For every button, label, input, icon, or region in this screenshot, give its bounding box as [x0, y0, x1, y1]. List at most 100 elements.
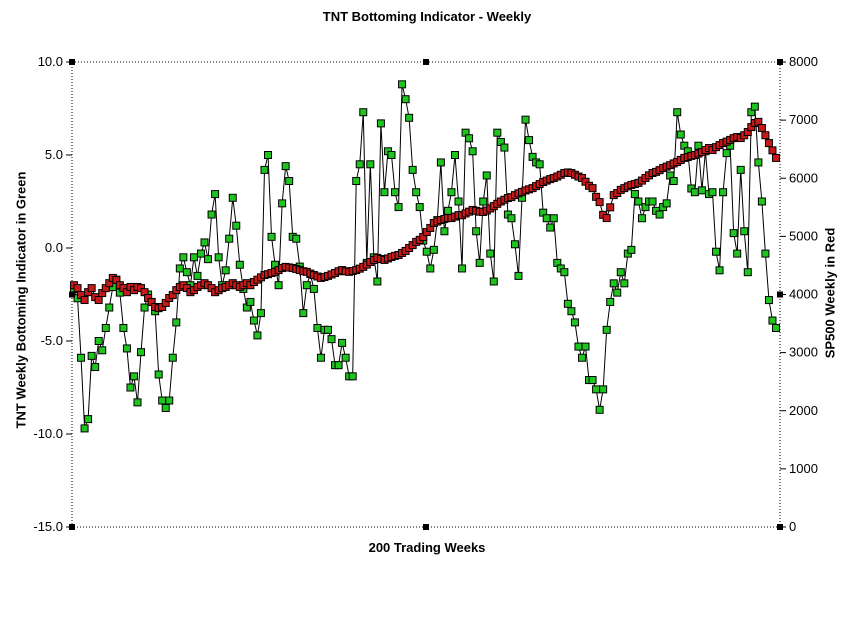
data-point-marker: [221, 266, 230, 275]
selection-handle[interactable]: [69, 59, 75, 65]
data-point-marker: [323, 325, 332, 334]
data-point-marker: [772, 323, 780, 332]
data-point-marker: [327, 335, 336, 344]
data-point-marker: [757, 197, 766, 206]
selection-handle[interactable]: [777, 59, 783, 65]
data-point-marker: [207, 210, 216, 219]
data-point-marker: [172, 318, 181, 327]
data-point-marker: [454, 197, 463, 206]
data-point-marker: [719, 188, 728, 197]
data-point-marker: [334, 361, 343, 370]
data-point-marker: [140, 303, 149, 312]
data-point-marker: [412, 188, 421, 197]
data-point-marker: [101, 323, 110, 332]
data-point-marker: [740, 227, 749, 236]
data-point-marker: [676, 130, 685, 139]
data-point-marker: [373, 277, 382, 286]
data-point-marker: [359, 108, 368, 117]
selection-handle[interactable]: [423, 524, 429, 530]
data-point-marker: [673, 108, 682, 117]
data-point-marker: [267, 232, 276, 241]
selection-handle[interactable]: [777, 291, 783, 298]
data-point-marker: [450, 151, 459, 159]
data-point-marker: [669, 177, 678, 186]
selection-handle[interactable]: [69, 291, 75, 298]
data-point-marker: [401, 95, 410, 104]
data-point-marker: [182, 268, 191, 277]
data-point-marker: [733, 249, 742, 258]
data-point-marker: [648, 197, 657, 206]
data-point-marker: [84, 415, 93, 424]
right-axis-tick-label: 2000: [789, 403, 818, 418]
tnt-green-series: [70, 80, 780, 433]
data-point-marker: [415, 203, 424, 212]
data-point-marker: [429, 245, 438, 254]
data-point-marker: [754, 158, 763, 167]
data-point-marker: [655, 210, 664, 219]
left-axis-tick-label: -5.0: [41, 333, 63, 348]
left-axis-tick-label: 5.0: [45, 147, 63, 162]
data-point-marker: [627, 245, 636, 254]
data-point-marker: [736, 165, 745, 174]
data-point-marker: [588, 184, 597, 193]
x-axis-title: 200 Trading Weeks: [368, 540, 486, 555]
data-point-marker: [458, 264, 467, 273]
data-point-marker: [133, 398, 142, 407]
data-point-marker: [443, 206, 452, 215]
data-point-marker: [535, 160, 544, 169]
data-point-marker: [577, 353, 586, 362]
data-point-marker: [426, 264, 435, 273]
data-point-marker: [73, 284, 82, 293]
data-point-marker: [165, 396, 174, 405]
data-point-marker: [87, 284, 96, 293]
data-point-marker: [204, 255, 213, 264]
data-point-marker: [158, 396, 167, 405]
data-point-marker: [228, 193, 237, 202]
data-point-marker: [472, 227, 481, 236]
data-point-marker: [126, 383, 135, 392]
data-point-marker: [408, 165, 417, 174]
data-point-marker: [630, 190, 639, 199]
data-point-marker: [398, 80, 407, 89]
selection-handle[interactable]: [423, 59, 429, 65]
data-point-marker: [588, 376, 597, 385]
data-point-marker: [764, 139, 773, 148]
right-axis-tick-label: 1000: [789, 461, 818, 476]
data-point-marker: [595, 405, 604, 414]
right-axis-tick-label: 5000: [789, 228, 818, 243]
selection-handle[interactable]: [777, 524, 783, 530]
data-point-marker: [235, 260, 244, 269]
data-point-marker: [129, 372, 138, 381]
data-point-marker: [602, 214, 611, 223]
data-point-marker: [712, 247, 721, 256]
data-point-marker: [722, 149, 731, 158]
data-point-marker: [542, 214, 551, 223]
data-point-marker: [214, 253, 223, 262]
data-point-marker: [761, 131, 770, 140]
data-point-marker: [154, 370, 163, 379]
data-point-marker: [574, 342, 583, 351]
data-point-marker: [91, 363, 100, 372]
data-point-marker: [715, 266, 724, 275]
left-axis-tick-label: -15.0: [33, 519, 63, 534]
left-axis-tick-label: -10.0: [33, 426, 63, 441]
data-point-marker: [313, 323, 322, 332]
right-axis-tick-label: 0: [789, 519, 796, 534]
data-point-marker: [348, 372, 357, 381]
data-point-marker: [761, 249, 770, 258]
data-point-marker: [249, 316, 258, 325]
data-point-marker: [468, 147, 477, 156]
data-point-marker: [613, 288, 622, 297]
right-axis-tick-label: 7000: [789, 112, 818, 127]
data-point-marker: [232, 221, 241, 230]
sp500-red-series: [70, 117, 780, 313]
data-point-marker: [376, 119, 385, 128]
data-point-marker: [563, 299, 572, 308]
selection-handle[interactable]: [69, 524, 75, 530]
series-line: [73, 84, 777, 429]
data-point-marker: [634, 197, 643, 206]
data-point-marker: [708, 188, 717, 197]
data-point-marker: [609, 279, 618, 288]
data-point-marker: [599, 385, 608, 394]
